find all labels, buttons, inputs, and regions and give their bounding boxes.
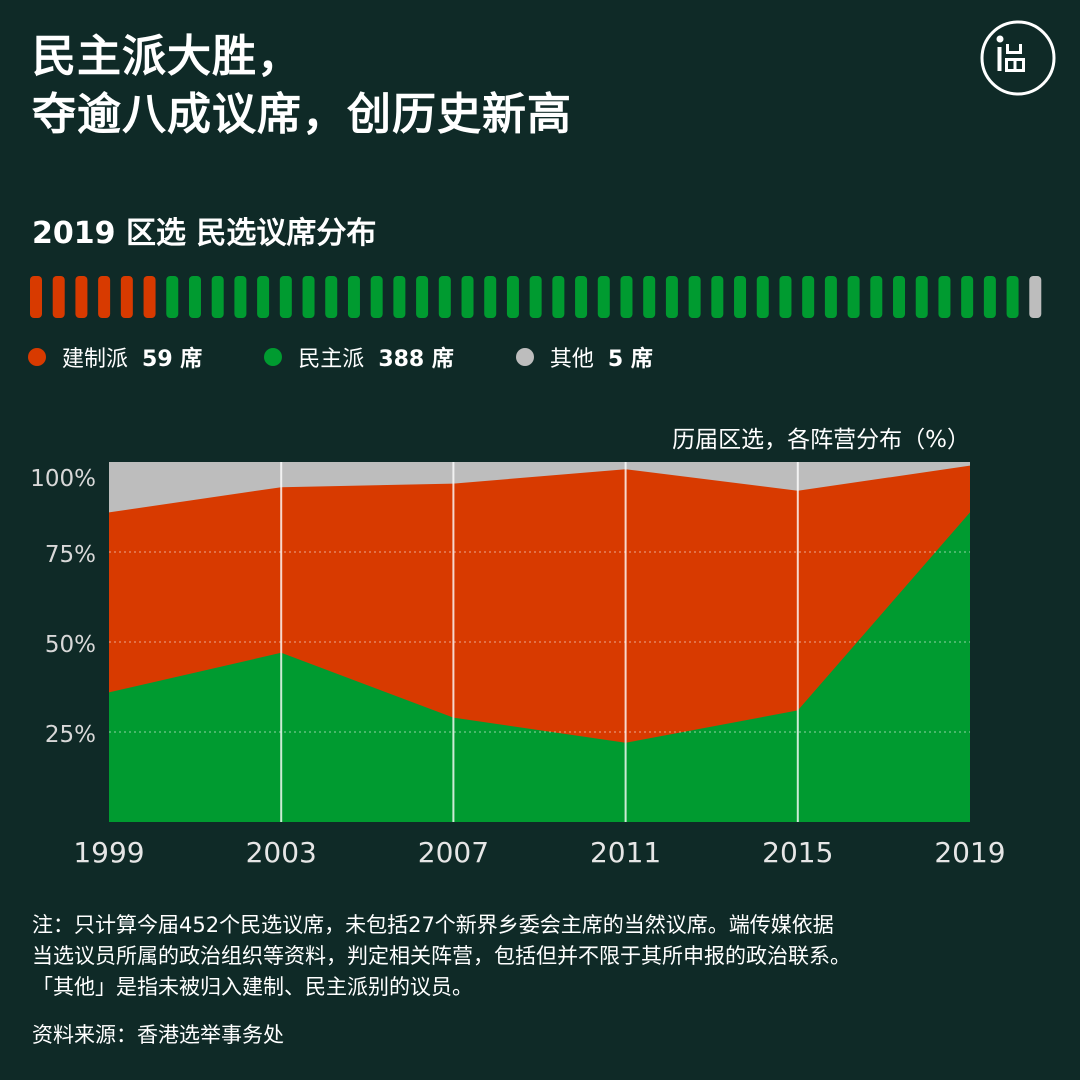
data-source: 资料来源：香港选举事务处 [32, 1023, 284, 1047]
seat-distribution-bar [30, 276, 1042, 318]
seat-bar-segment [30, 276, 42, 318]
footnote: 注：只计算今届452个民选议席，未包括27个新界乡委会主席的当然议席。端传媒依据… [32, 910, 1062, 1003]
seat-bar-segment [52, 276, 65, 318]
legend-count-pro-democracy: 388 席 [378, 347, 454, 372]
seat-bar-segment [143, 276, 156, 318]
legend-item-pro-democracy: 民主派 388 席 [264, 341, 454, 373]
legend-count-pro-establishment: 59 席 [142, 347, 203, 372]
legend-dot-red [28, 348, 46, 366]
page-title: 民主派大胜， 夺逾八成议席，创历史新高 [32, 28, 572, 144]
legend-label-others: 其他 [549, 347, 594, 372]
x-tick-label: 2011 [590, 836, 661, 869]
seat-bar-segment [234, 276, 247, 318]
seat-distribution-title: 2019 区选 民选议席分布 [32, 216, 377, 251]
seat-bar-segment [711, 276, 724, 318]
seat-bar-segment [461, 276, 474, 318]
seat-bar-segment [734, 276, 747, 318]
seat-bar-segment [484, 276, 497, 318]
seat-bar-segment [847, 276, 860, 318]
seat-bar-segment [938, 276, 951, 318]
seat-bar-segment [279, 276, 292, 318]
seat-bar-segment [961, 276, 974, 318]
legend-label-pro-establishment: 建制派 [62, 347, 129, 372]
footnote-line-1: 注：只计算今届452个民选议席，未包括27个新界乡委会主席的当然议席。端传媒依据 [32, 913, 834, 937]
seat-bar-segment [370, 276, 383, 318]
seat-bar-segment [188, 276, 201, 318]
y-tick-label: 100% [30, 466, 96, 492]
title-line-1: 民主派大胜， [32, 31, 302, 82]
area-chart: 25% 50% 75% 100% 1999 2003 2007 2011 2015 2019 [30, 462, 1006, 869]
seat-bar-segment [75, 276, 88, 318]
x-tick-label: 2003 [246, 836, 317, 869]
legend-label-pro-democracy: 民主派 [298, 347, 365, 372]
seat-bar-segment [529, 276, 542, 318]
seat-bar-segment [166, 276, 179, 318]
seat-bar-segment [983, 276, 996, 318]
seat-bar-segment [575, 276, 588, 318]
seat-bar-segment [643, 276, 656, 318]
seat-bar-segment [915, 276, 928, 318]
seat-bar-segment [416, 276, 429, 318]
seat-bar-segment [438, 276, 451, 318]
seat-bar-segment [665, 276, 678, 318]
footnote-line-2: 当选议员所属的政治组织等资料，判定相关阵营，包括但并不限于其所申报的政治联系。 [32, 944, 851, 968]
legend-item-others: 其他 5 席 [515, 341, 653, 373]
seat-bar-segment [325, 276, 338, 318]
seat-bar-segment [393, 276, 406, 318]
y-tick-label: 50% [45, 632, 96, 658]
seat-legend: 建制派 59 席 民主派 388 席 其他 5 席 [28, 336, 715, 378]
seat-bar-segment [120, 276, 133, 318]
seat-bar-segment [620, 276, 633, 318]
x-tick-label: 2019 [934, 836, 1005, 869]
area-pro-democracy [109, 512, 970, 822]
seat-bar-segment [688, 276, 701, 318]
x-tick-label: 2015 [762, 836, 833, 869]
seat-bar-segment [257, 276, 270, 318]
seat-bar-segment [347, 276, 360, 318]
seat-bar-segment [211, 276, 224, 318]
title-line-2: 夺逾八成议席，创历史新高 [32, 89, 572, 140]
seat-bar-segment [98, 276, 111, 318]
seat-bar-segment [506, 276, 519, 318]
y-tick-label: 25% [45, 722, 96, 748]
x-tick-label: 1999 [73, 836, 144, 869]
footnote-line-3: 「其他」是指未被归入建制、民主派别的议员。 [32, 975, 473, 999]
seat-bar-segment [802, 276, 815, 318]
seat-bar-segment [824, 276, 837, 318]
seat-bar-segment [552, 276, 565, 318]
initium-logo-icon [980, 20, 1056, 96]
x-tick-label: 2007 [418, 836, 489, 869]
chart-caption: 历届区选，各阵营分布（%） [672, 427, 970, 453]
seat-bar-segment [1006, 276, 1019, 318]
y-tick-label: 75% [45, 542, 96, 568]
seat-bar-segment [302, 276, 315, 318]
seat-bar-segment [870, 276, 883, 318]
legend-item-pro-establishment: 建制派 59 席 [28, 341, 202, 373]
seat-bar-segment [1029, 276, 1042, 318]
legend-dot-grey [515, 348, 534, 366]
legend-dot-green [264, 348, 283, 366]
seat-bar-segment [597, 276, 610, 318]
seat-bar-segment [756, 276, 769, 318]
legend-count-others: 5 席 [607, 347, 653, 372]
seat-bar-segment [893, 276, 906, 318]
seat-bar-segment [779, 276, 792, 318]
